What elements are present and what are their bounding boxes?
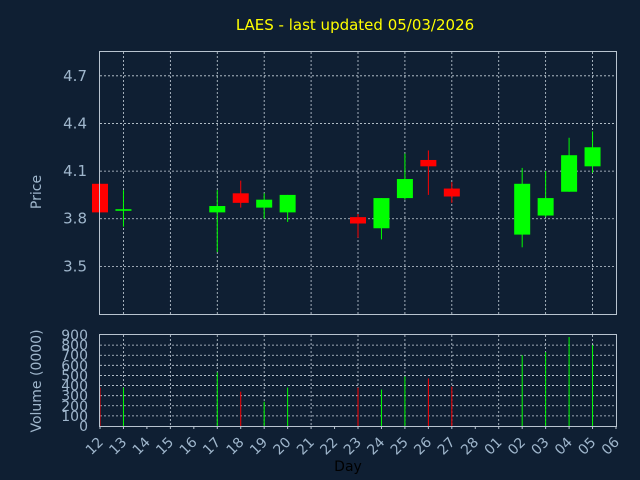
price-axis-label: Price [29, 175, 45, 209]
x-tick-label: 01 [482, 435, 506, 459]
volume-tick-label: 800 [61, 338, 88, 354]
volume-tick-label: 900 [61, 328, 88, 344]
x-tick-label: 26 [411, 434, 435, 458]
price-tick-label: 3.8 [63, 210, 87, 228]
price-panel-frame [99, 51, 617, 315]
candle-body [537, 198, 554, 216]
candle-body [443, 188, 460, 197]
candle-body [209, 206, 226, 213]
volume-tick-label: 0 [79, 419, 88, 435]
price-tick-label: 4.1 [63, 162, 87, 180]
volume-tick-label: 300 [61, 389, 88, 405]
candle-body [350, 217, 366, 224]
chart-title: LAES - last updated 05/03/2026 [236, 16, 474, 34]
x-ticks: 12 13 14 15 16 17 18 19 20 21 22 23 24 25 26 27 28 01 02 03… [83, 426, 623, 458]
x-tick-label: 22 [317, 435, 341, 459]
candle-body [115, 209, 132, 211]
volume-tick-label: 500 [61, 368, 88, 384]
x-axis-label: Day [334, 459, 362, 475]
x-tick-label: 28 [458, 435, 482, 459]
volume-tick-label: 700 [61, 348, 88, 364]
x-tick-label: 27 [435, 435, 459, 459]
candle-body [514, 183, 531, 235]
candle-body [561, 155, 578, 192]
price-y-ticks: 3.5 3.8 4.1 4.4 4.7 [63, 67, 87, 276]
x-tick-label: 24 [364, 434, 388, 458]
x-tick-label: 05 [575, 435, 599, 459]
price-grid [100, 52, 616, 314]
volume-tick-label: 400 [61, 379, 88, 395]
volume-grid [100, 335, 616, 426]
x-tick-label: 16 [177, 434, 201, 458]
x-tick-label: 25 [388, 435, 412, 459]
candle-body [279, 194, 296, 213]
candle-body [396, 179, 413, 199]
candle-body [584, 147, 601, 167]
x-tick-label: 04 [552, 434, 576, 458]
candle-body [256, 199, 273, 208]
candle-body [420, 159, 437, 167]
x-tick-label: 19 [247, 435, 271, 459]
x-tick-label: 12 [83, 435, 107, 459]
x-tick-label: 18 [224, 435, 248, 459]
price-tick-label: 4.7 [63, 67, 87, 85]
volume-axis-label: Volume (0000) [29, 329, 45, 432]
x-tick-label: 21 [294, 435, 318, 459]
x-tick-label: 15 [153, 435, 177, 459]
x-tick-label: 13 [106, 435, 130, 459]
x-tick-label: 02 [505, 435, 529, 459]
volume-bars [99, 337, 594, 426]
candle-body [373, 198, 390, 229]
volume-tick-label: 100 [61, 409, 88, 425]
x-tick-label: 20 [271, 435, 295, 459]
candle-body [232, 193, 249, 203]
x-tick-label: 23 [341, 435, 365, 459]
volume-tick-label: 200 [61, 399, 88, 415]
x-tick-label: 06 [599, 434, 623, 458]
x-tick-label: 14 [130, 434, 154, 458]
x-tick-label: 17 [200, 435, 224, 459]
price-candles [92, 131, 601, 253]
volume-tick-label: 600 [61, 358, 88, 374]
x-tick-label: 03 [529, 435, 553, 459]
price-tick-label: 4.4 [63, 114, 87, 132]
price-tick-label: 3.5 [63, 257, 87, 275]
